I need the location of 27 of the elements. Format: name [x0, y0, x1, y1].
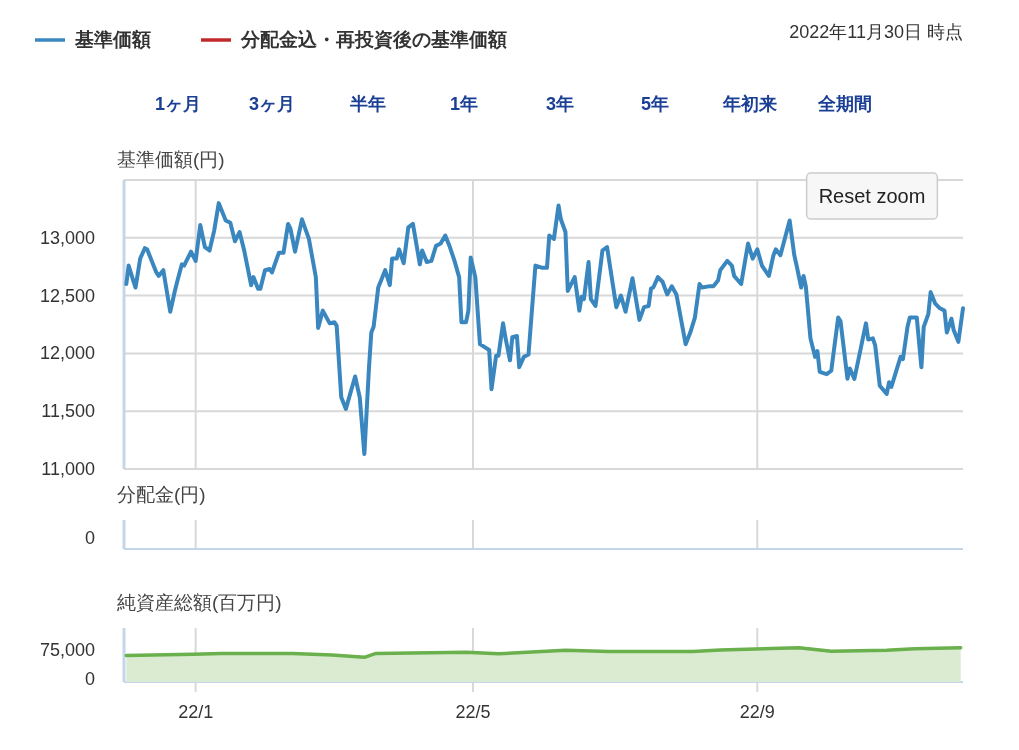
text: 5年	[640, 94, 670, 114]
y-tick-label: 11,500	[41, 401, 95, 422]
annotation: Reset zoom	[818, 185, 926, 207]
y-axis-title: 純資産総額(百万円)	[117, 592, 282, 613]
x-tick-label: 22/9	[739, 702, 775, 722]
y-tick-label: 11,000	[41, 459, 95, 479]
text: 全期間	[817, 94, 872, 114]
y-tick-label: 12,000	[39, 343, 95, 364]
text: 1ヶ月	[154, 94, 202, 114]
text: 2022年11月30日 時点	[789, 22, 963, 42]
text: 3ヶ月	[248, 94, 296, 114]
x-tick-label: 22/5	[455, 702, 491, 722]
text: 1年	[449, 94, 479, 114]
x-tick-label: 22/1	[178, 702, 214, 722]
text: 3年	[545, 94, 575, 114]
y-tick-label: 75,000	[39, 639, 95, 660]
legend-label: 基準価額	[74, 29, 151, 50]
text: 年初来	[722, 94, 777, 114]
text: 半年	[349, 94, 386, 114]
y-axis-title: 基準価額(円)	[117, 149, 225, 170]
y-tick-label: 13,000	[39, 227, 95, 248]
line-series	[124, 201, 965, 456]
y-tick-label: 12,500	[39, 285, 95, 306]
reset-button: Reset zoom	[805, 172, 939, 220]
text: 分配金(円)	[117, 484, 206, 505]
legend-label: 分配金込・再投資後の基準価額	[240, 29, 507, 50]
y-tick-label: 0	[84, 668, 95, 689]
